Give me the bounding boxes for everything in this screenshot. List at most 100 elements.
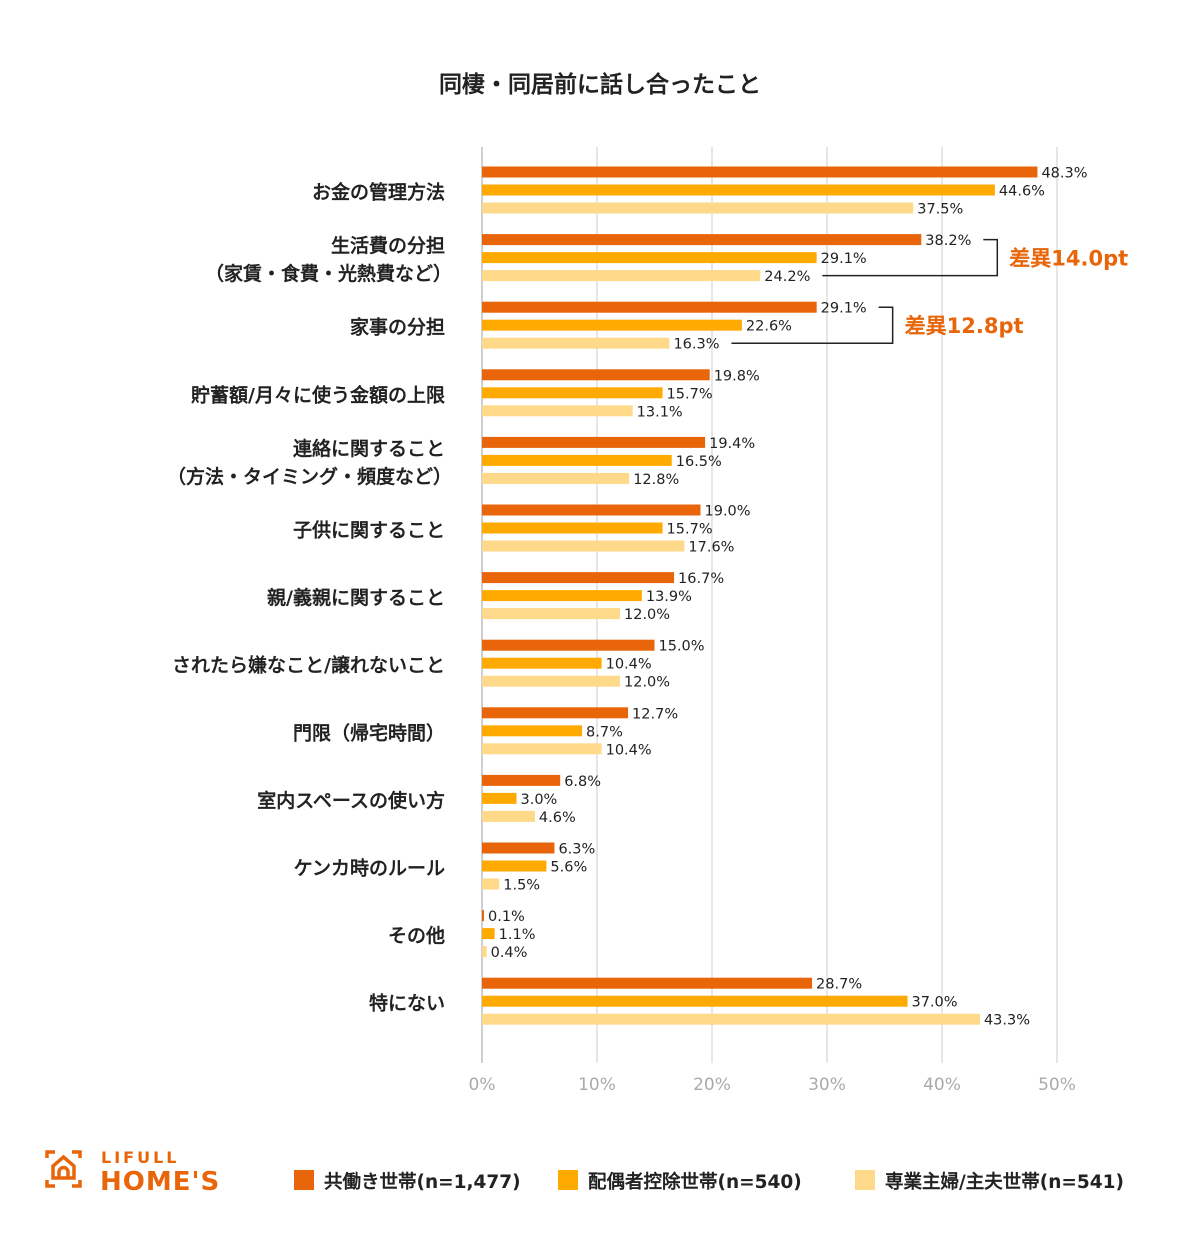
- bar: [482, 810, 535, 822]
- bar: [482, 270, 761, 282]
- bar: [482, 774, 561, 786]
- legend-label: 専業主婦/主夫世帯(n=541): [885, 1171, 1124, 1193]
- data-label: 6.8%: [564, 774, 601, 790]
- data-label: 16.7%: [678, 571, 724, 587]
- bar: [482, 405, 633, 417]
- data-label: 16.5%: [676, 454, 722, 470]
- data-label: 48.3%: [1041, 166, 1087, 182]
- data-label: 15.7%: [667, 522, 713, 538]
- x-tick-label: 50%: [1038, 1075, 1076, 1095]
- bar: [482, 234, 922, 246]
- data-label: 12.0%: [624, 675, 670, 691]
- bar: [482, 995, 908, 1007]
- bar: [482, 301, 817, 313]
- bar: [482, 675, 620, 687]
- bar: [482, 369, 710, 381]
- bars: 48.3% 44.6% 37.5% 38.2% 29.1% 24.2% 29.1% 22.6%…: [482, 166, 1088, 1029]
- data-label: 29.1%: [821, 301, 867, 317]
- bar: [482, 540, 685, 552]
- bar: [482, 860, 547, 872]
- bar: [482, 572, 675, 584]
- category-label: 特にない: [369, 993, 445, 1015]
- data-label: 1.5%: [503, 878, 540, 894]
- data-label: 16.3%: [673, 337, 719, 353]
- bar: [482, 436, 706, 448]
- bar: [482, 252, 817, 264]
- data-label: 12.7%: [632, 706, 678, 722]
- category-label: その他: [388, 924, 445, 947]
- x-tick-label: 10%: [578, 1075, 616, 1095]
- difference-annotation: 差異14.0pt: [1009, 247, 1128, 271]
- data-label: 3.0%: [521, 792, 558, 808]
- legend-swatch: [855, 1170, 875, 1190]
- bar: [482, 842, 555, 854]
- data-label: 12.0%: [624, 607, 670, 623]
- category-label: 家事の分担: [350, 316, 445, 339]
- data-label: 37.0%: [912, 995, 958, 1011]
- x-tick-label: 30%: [808, 1075, 846, 1095]
- data-label: 28.7%: [816, 977, 862, 993]
- data-label: 8.7%: [586, 724, 623, 740]
- bar: [482, 387, 663, 399]
- x-tick-label: 40%: [923, 1075, 961, 1095]
- difference-annotation: 差異12.8pt: [905, 314, 1024, 338]
- data-label: 4.6%: [539, 810, 576, 826]
- data-label: 22.6%: [746, 319, 792, 335]
- bar: [482, 472, 630, 484]
- chart-title: 同棲・同居前に話し合ったこと: [439, 71, 761, 98]
- bar: [482, 590, 642, 602]
- lifull-homes-logo: LIFULL HOME'S: [45, 1148, 220, 1197]
- data-label: 10.4%: [606, 657, 652, 673]
- bar: [482, 707, 629, 719]
- data-label: 17.6%: [688, 540, 734, 556]
- bar: [482, 639, 655, 651]
- bar: [482, 928, 495, 940]
- x-tick-label: 20%: [693, 1075, 731, 1095]
- difference-bracket: [822, 238, 999, 277]
- data-label: 13.1%: [637, 404, 683, 420]
- data-label: 38.2%: [925, 233, 971, 249]
- legend-swatch: [294, 1170, 314, 1190]
- data-label: 19.8%: [714, 368, 760, 384]
- data-label: 0.1%: [488, 909, 525, 925]
- data-label: 1.1%: [499, 927, 536, 943]
- bar: [482, 337, 670, 349]
- bar: [482, 522, 663, 534]
- logo-line2: HOME'S: [100, 1167, 220, 1197]
- data-label: 6.3%: [558, 842, 595, 858]
- bar: [482, 725, 583, 737]
- legend-label: 共働き世帯(n=1,477): [324, 1171, 521, 1193]
- data-label: 19.0%: [705, 504, 751, 520]
- data-label: 15.7%: [667, 386, 713, 402]
- bar: [482, 946, 487, 958]
- category-label: 室内スペースの使い方: [257, 789, 445, 812]
- data-label: 10.4%: [606, 742, 652, 758]
- bar: [482, 878, 500, 890]
- x-tick-label: 0%: [469, 1075, 496, 1095]
- data-label: 29.1%: [821, 251, 867, 267]
- bar: [482, 184, 995, 196]
- bar: [482, 504, 701, 516]
- data-label: 13.9%: [646, 589, 692, 605]
- category-label: お金の管理方法: [312, 181, 445, 204]
- data-label: 12.8%: [633, 472, 679, 488]
- data-label: 15.0%: [659, 639, 705, 655]
- logo-line1: LIFULL: [101, 1148, 179, 1167]
- bar: [482, 454, 672, 466]
- category-label: （家賃・食費・光熱費など）: [205, 262, 452, 285]
- bar: [482, 166, 1038, 178]
- difference-bracket: [731, 306, 894, 344]
- bar: [482, 792, 517, 804]
- category-label: 貯蓄額/月々に使う金額の上限: [191, 383, 445, 406]
- bar: [482, 1013, 980, 1025]
- data-label: 24.2%: [764, 269, 810, 285]
- bar: [482, 202, 914, 214]
- bar: [482, 743, 602, 755]
- data-label: 0.4%: [491, 945, 528, 961]
- category-label: 子供に関すること: [293, 519, 445, 542]
- category-label: されたら嫌なこと/譲れないこと: [172, 654, 445, 677]
- category-label: （方法・タイミング・頻度など）: [167, 465, 452, 488]
